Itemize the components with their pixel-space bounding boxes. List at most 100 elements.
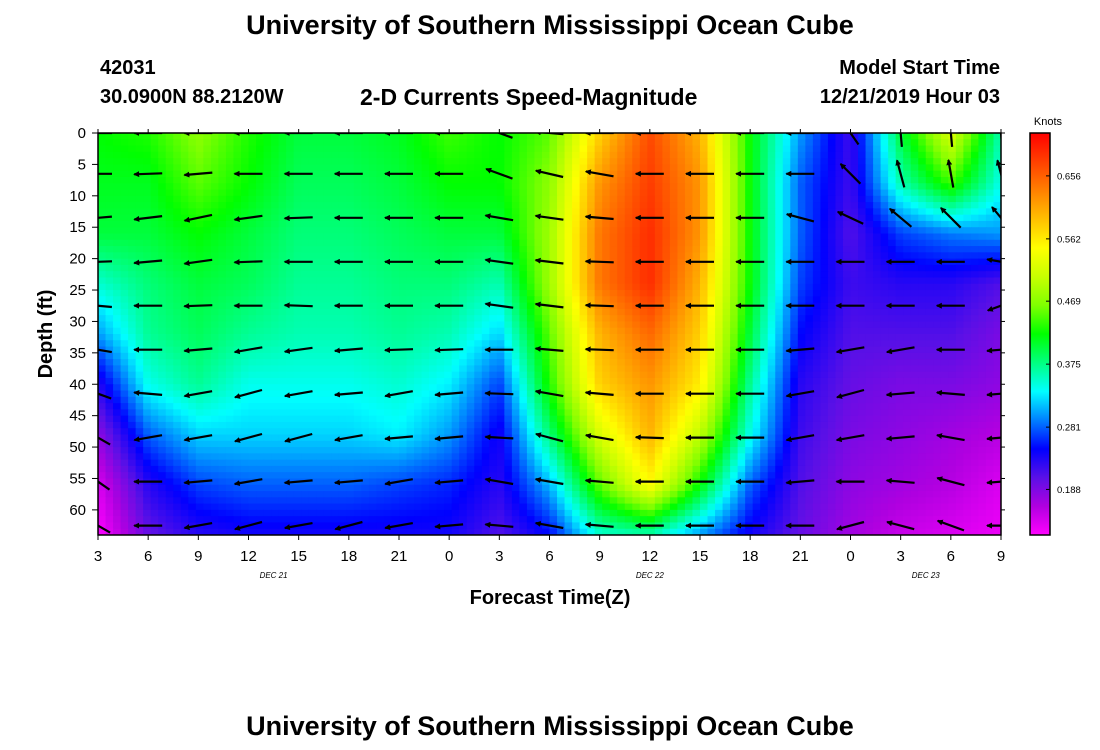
heatmap-cell [895, 133, 904, 140]
heatmap-cell [858, 321, 867, 329]
heatmap-cell [173, 252, 182, 260]
heatmap-cell [331, 321, 340, 329]
heatmap-cell [903, 334, 912, 341]
heatmap-cell [135, 352, 144, 360]
heatmap-cell [534, 384, 543, 392]
heatmap-cell [429, 327, 438, 335]
heatmap-cell [534, 340, 543, 348]
heatmap-cell [677, 170, 686, 178]
heatmap-cell [361, 296, 370, 304]
heatmap-cell [406, 359, 415, 367]
heatmap-cell [466, 214, 475, 222]
heatmap-cell [820, 290, 829, 297]
heatmap-cell [308, 239, 317, 247]
heatmap-cell [376, 176, 385, 184]
heatmap-cell [135, 296, 144, 304]
heatmap-cell [338, 227, 347, 235]
heatmap-cell [632, 158, 641, 166]
heatmap-cell [158, 277, 167, 285]
heatmap-cell [730, 145, 739, 153]
heatmap-cell [632, 164, 641, 172]
heatmap-cell [286, 227, 295, 235]
heatmap-cell [278, 315, 287, 323]
heatmap-cell [963, 315, 972, 323]
heatmap-cell [669, 214, 679, 222]
heatmap-cell [775, 208, 784, 216]
heatmap-cell [715, 359, 724, 367]
heatmap-cell [368, 334, 378, 341]
heatmap-cell [263, 264, 272, 272]
heatmap-cell [233, 334, 242, 341]
heatmap-cell [700, 296, 709, 304]
heatmap-cell [797, 202, 806, 209]
heatmap-cell [421, 233, 430, 241]
heatmap-cell [572, 384, 581, 392]
heatmap-cell [331, 264, 340, 272]
heatmap-cell [293, 233, 302, 241]
heatmap-cell [248, 183, 257, 191]
heatmap-cell [218, 220, 227, 228]
heatmap-cell [113, 246, 122, 253]
heatmap-cell [903, 164, 912, 172]
heatmap-cell [820, 195, 829, 203]
heatmap-cell [511, 371, 521, 379]
heatmap-cell [602, 233, 611, 241]
heatmap-cell [602, 158, 611, 166]
heatmap-cell [737, 271, 746, 279]
heatmap-cell [737, 371, 746, 379]
heatmap-cell [421, 315, 430, 323]
heatmap-cell [376, 384, 385, 392]
heatmap-cell [940, 271, 949, 279]
heatmap-cell [225, 334, 235, 341]
heatmap-cell [587, 352, 596, 360]
heatmap-cell [534, 296, 543, 304]
heatmap-cell [316, 158, 325, 166]
heatmap-cell [662, 214, 671, 222]
heatmap-cell [820, 264, 829, 272]
heatmap-cell [323, 334, 332, 341]
heatmap-cell [955, 315, 964, 323]
heatmap-cell [978, 359, 987, 367]
heatmap-cell [436, 290, 445, 297]
heatmap-cell [120, 277, 129, 285]
heatmap-cell [858, 158, 867, 166]
heatmap-cell [632, 151, 641, 159]
heatmap-cell [143, 296, 152, 304]
heatmap-cell [323, 321, 332, 329]
heatmap-cell [361, 264, 370, 272]
heatmap-cell [436, 133, 445, 140]
heatmap-cell [225, 208, 235, 216]
heatmap-cell [120, 252, 129, 260]
heatmap-cell [812, 365, 822, 373]
heatmap-cell [730, 346, 739, 354]
heatmap-cell [820, 139, 829, 147]
heatmap-cell [654, 365, 663, 373]
heatmap-cell [180, 321, 189, 329]
heatmap-cell [489, 164, 498, 172]
heatmap-cell [752, 290, 761, 297]
heatmap-cell [978, 327, 987, 335]
heatmap-cell [489, 202, 498, 209]
heatmap-cell [662, 239, 671, 247]
heatmap-cell [361, 158, 370, 166]
heatmap-cell [98, 139, 107, 147]
heatmap-cell [745, 359, 754, 367]
heatmap-cell [98, 145, 107, 153]
heatmap-cell [180, 227, 189, 235]
heatmap-cell [888, 315, 897, 323]
heatmap-cell [526, 176, 536, 184]
heatmap-cell [451, 384, 460, 392]
heatmap-cell [225, 133, 235, 140]
heatmap-cell [820, 158, 829, 166]
heatmap-cell [557, 133, 566, 140]
heatmap-cell [888, 214, 897, 222]
heatmap-cell [722, 164, 731, 172]
heatmap-cell [429, 139, 438, 147]
heatmap-cell [113, 346, 122, 354]
heatmap-cell [639, 233, 648, 241]
heatmap-cell [346, 164, 355, 172]
heatmap-cell [98, 371, 107, 379]
heatmap-cell [903, 252, 912, 260]
heatmap-cell [865, 359, 874, 367]
heatmap-cell [429, 164, 438, 172]
